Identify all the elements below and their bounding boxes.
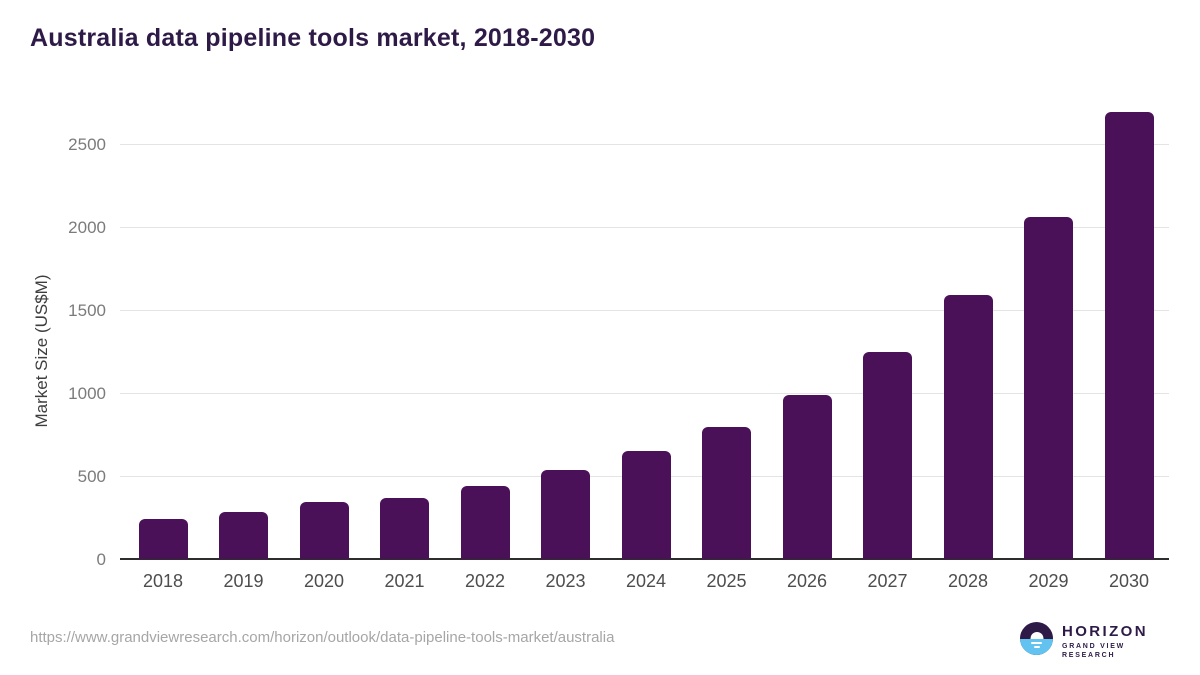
- x-tick-label-2029: 2029: [1028, 571, 1069, 591]
- horizon-logo: HORIZON GRAND VIEW RESEARCH: [1020, 622, 1170, 660]
- x-tick-label-2026: 2026: [786, 571, 828, 591]
- x-axis-line: [120, 558, 1169, 560]
- x-tick-label-2018: 2018: [142, 571, 184, 591]
- horizon-logo-icon: [1020, 622, 1053, 655]
- x-tick-label-2021: 2021: [384, 571, 425, 591]
- logo-sun-shape: [1030, 631, 1043, 639]
- y-tick-label-500: 500: [77, 467, 106, 486]
- x-tick-label-2025: 2025: [706, 571, 747, 591]
- x-tick-label-2030: 2030: [1108, 571, 1150, 591]
- y-tick-label-1500: 1500: [68, 301, 106, 320]
- source-url: https://www.grandviewresearch.com/horizo…: [30, 629, 615, 646]
- bar-2029: [1024, 217, 1073, 559]
- bar-2019: [219, 511, 268, 559]
- bar-2022: [460, 485, 510, 559]
- bar-2028: [943, 295, 993, 559]
- y-tick-label-0: 0: [96, 550, 106, 569]
- bar-2027: [863, 352, 912, 559]
- logo-reflection-dash: [1031, 641, 1042, 644]
- bar-2025: [702, 427, 751, 559]
- bar-2026: [782, 394, 832, 559]
- bar-2021: [380, 497, 429, 559]
- x-tick-label-2024: 2024: [625, 571, 667, 591]
- logo-water-shape: [1020, 638, 1053, 655]
- chart-title: Australia data pipeline tools market, 20…: [30, 24, 596, 52]
- bar-2023: [541, 470, 590, 559]
- y-tick-label-2500: 2500: [68, 135, 106, 154]
- bar-2020: [299, 501, 349, 559]
- x-tick-label-2019: 2019: [223, 571, 264, 591]
- y-tick-label-1000: 1000: [68, 384, 106, 403]
- logo-text: HORIZON GRAND VIEW RESEARCH: [1062, 623, 1170, 660]
- bar-2024: [621, 451, 671, 559]
- x-tick-label-2028: 2028: [947, 571, 989, 591]
- gridline-2000: [120, 227, 1169, 228]
- bar-2030: [1104, 112, 1154, 559]
- logo-subtitle: GRAND VIEW RESEARCH: [1062, 643, 1125, 659]
- bar-2018: [138, 519, 188, 559]
- x-tick-label-2027: 2027: [867, 571, 908, 591]
- x-tick-label-2022: 2022: [464, 571, 506, 591]
- x-tick-label-2023: 2023: [545, 571, 586, 591]
- gridline-1000: [120, 393, 1169, 394]
- logo-reflection-dash: [1033, 645, 1040, 648]
- logo-brand: HORIZON: [1062, 623, 1148, 640]
- x-tick-label-2020: 2020: [303, 571, 345, 591]
- gridline-1500: [120, 310, 1169, 311]
- y-tick-label-2000: 2000: [68, 218, 106, 237]
- gridline-2500: [120, 144, 1169, 145]
